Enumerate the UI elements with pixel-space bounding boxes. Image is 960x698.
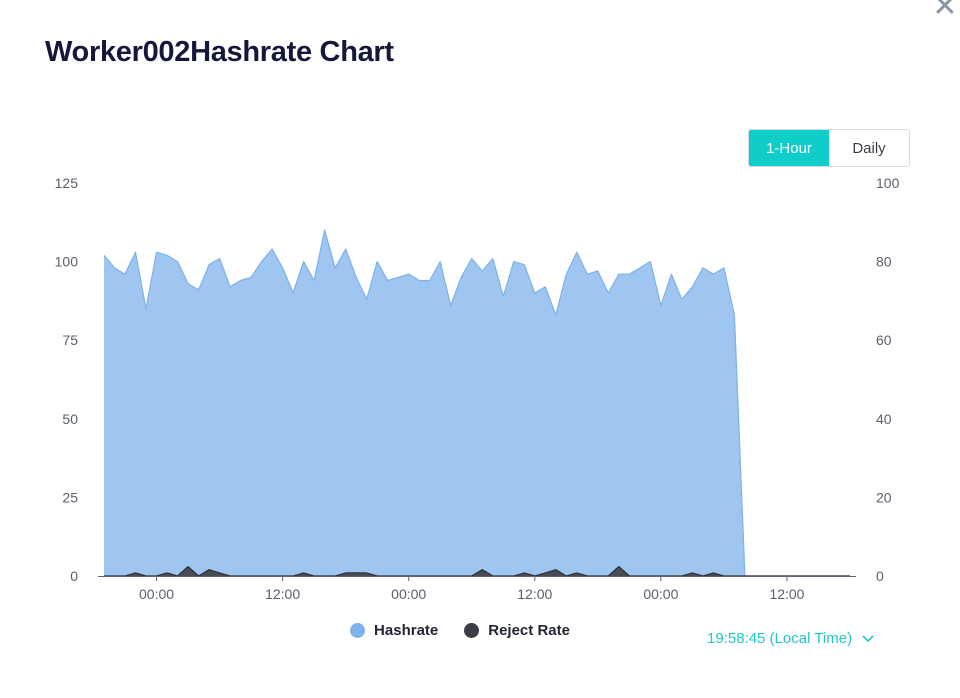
x-tick-label: 00:00: [391, 586, 426, 602]
y-left-tick-label: 50: [62, 411, 78, 427]
hashrate-chart: 0 25 50 75 100 125 0 20 40 60 80 100 00:00 12:00 00:00…: [0, 0, 960, 698]
x-tick-label: 12:00: [265, 586, 300, 602]
local-time-dropdown[interactable]: 19:58:45 (Local Time): [707, 630, 874, 647]
y-right-tick-label: 60: [876, 332, 892, 348]
y-left-tick-label: 25: [62, 489, 78, 505]
local-time-label: 19:58:45 (Local Time): [707, 630, 852, 647]
y-left-tick-label: 75: [62, 332, 78, 348]
y-left-tick-label: 0: [70, 568, 78, 584]
hashrate-dot-icon: [350, 623, 365, 638]
y-left-tick-label: 125: [55, 175, 79, 191]
y-right-tick-label: 40: [876, 411, 892, 427]
y-right-tick-label: 0: [876, 568, 884, 584]
reject-rate-dot-icon: [464, 623, 479, 638]
chevron-down-icon: [862, 635, 874, 643]
legend-reject-rate-label: Reject Rate: [488, 622, 570, 639]
y-right-tick-label: 100: [876, 175, 900, 191]
x-tick-label: 00:00: [643, 586, 678, 602]
legend-hashrate-label: Hashrate: [374, 622, 438, 639]
y-right-tick-label: 20: [876, 489, 892, 505]
x-tick-label: 12:00: [517, 586, 552, 602]
y-right-tick-label: 80: [876, 254, 892, 270]
legend-hashrate[interactable]: Hashrate: [350, 622, 438, 639]
legend-reject-rate[interactable]: Reject Rate: [464, 622, 570, 639]
y-left-tick-label: 100: [55, 254, 79, 270]
x-tick-label: 12:00: [769, 586, 804, 602]
x-tick-label: 00:00: [139, 586, 174, 602]
